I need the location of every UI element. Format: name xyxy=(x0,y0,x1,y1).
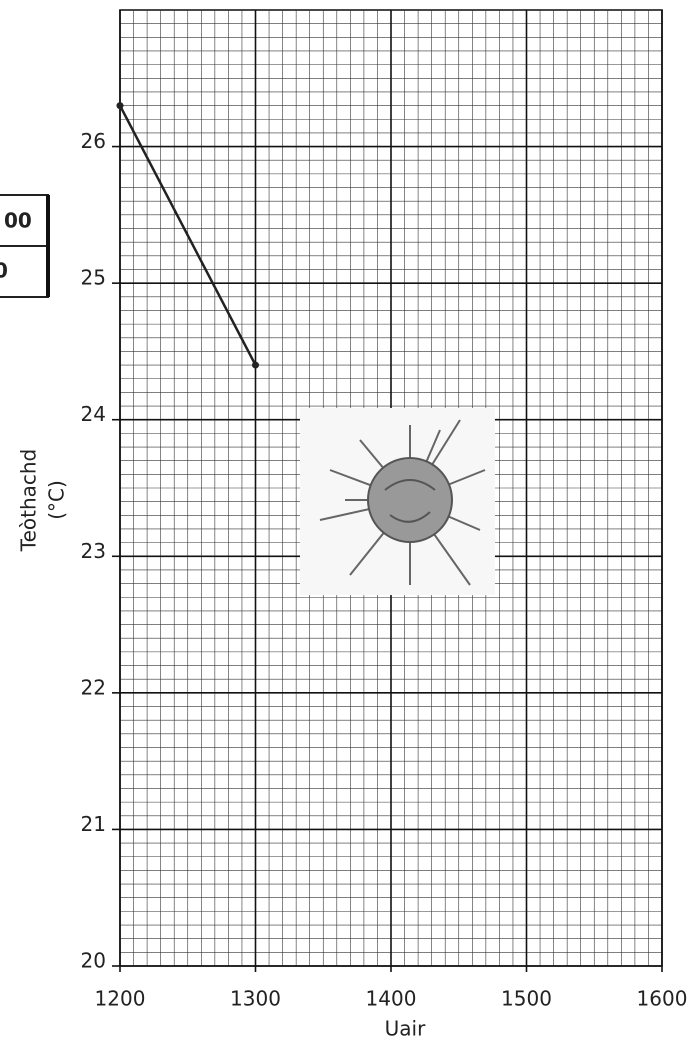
data-point xyxy=(252,361,259,369)
table-cell: 0 xyxy=(0,259,8,283)
table-cell: 00 xyxy=(4,209,32,233)
x-tick-label: 1200 xyxy=(95,987,146,1011)
y-tick-label: 22 xyxy=(81,675,106,699)
y-tick-label: 26 xyxy=(81,129,106,153)
y-tick-label: 25 xyxy=(81,266,106,290)
y-tick-label: 23 xyxy=(81,539,106,563)
y-axis-label-line: Teòthachd xyxy=(17,449,41,553)
y-axis-label-line: (°C) xyxy=(45,480,69,520)
y-tick-label: 21 xyxy=(81,812,106,836)
x-tick-label: 1600 xyxy=(637,987,688,1011)
x-tick-label: 1300 xyxy=(230,987,281,1011)
x-tick-label: 1400 xyxy=(366,987,417,1011)
sun-face xyxy=(384,479,436,523)
data-line xyxy=(118,105,257,366)
y-axis-label: Teòthachd (°C) xyxy=(17,449,69,553)
grid xyxy=(112,9,663,972)
x-axis-label: Uair xyxy=(385,1017,426,1041)
y-tick-label: 24 xyxy=(81,402,106,426)
sun-disc xyxy=(367,457,453,543)
x-tick-label: 1500 xyxy=(501,987,552,1011)
y-tick-label: 20 xyxy=(81,949,106,973)
data-point xyxy=(116,102,124,110)
sun-picture xyxy=(300,408,495,595)
table-fragment: 00 0 xyxy=(0,194,50,298)
plot-marks xyxy=(116,102,259,369)
